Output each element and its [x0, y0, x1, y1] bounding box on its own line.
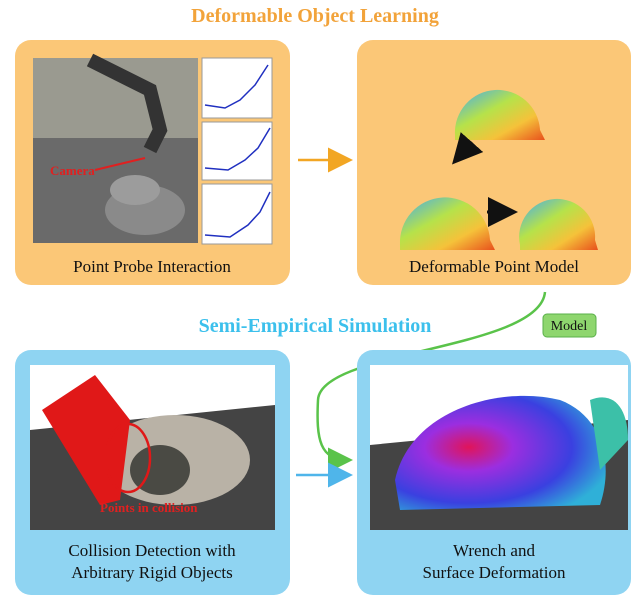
- edge: [316, 291, 547, 473]
- section-title: Semi-Empirical Simulation: [199, 315, 432, 337]
- annotation: Camera: [50, 163, 95, 178]
- plot-line: [204, 64, 269, 109]
- caption: Point Probe Interaction: [73, 257, 231, 276]
- plot: [201, 121, 273, 181]
- plot-line: [204, 191, 271, 238]
- plots: [201, 57, 273, 245]
- heatmap: [399, 197, 495, 250]
- caption: Collision Detection with: [68, 541, 236, 560]
- plot: [201, 183, 273, 245]
- caption: Surface Deformation: [422, 563, 566, 582]
- robot-arm: [86, 53, 168, 154]
- toy: [110, 175, 160, 205]
- deformation-map: [395, 395, 606, 510]
- toy-scan: [130, 445, 190, 495]
- edge-label-box: [542, 313, 597, 338]
- plot-line: [204, 127, 271, 171]
- heatmap: [519, 198, 598, 250]
- caption: Wrench and: [453, 541, 535, 560]
- caption: Deformable Point Model: [409, 257, 579, 276]
- heatmap: [454, 89, 545, 140]
- edge-label: Model: [551, 319, 588, 334]
- pointer: [94, 157, 146, 171]
- caption: Arbitrary Rigid Objects: [71, 563, 232, 582]
- plot: [201, 57, 273, 119]
- annotation: Points in collision: [100, 500, 198, 515]
- section-title: Deformable Object Learning: [191, 5, 439, 27]
- collision-circle: [104, 422, 152, 494]
- arrow: [452, 132, 484, 165]
- scan: [590, 397, 628, 470]
